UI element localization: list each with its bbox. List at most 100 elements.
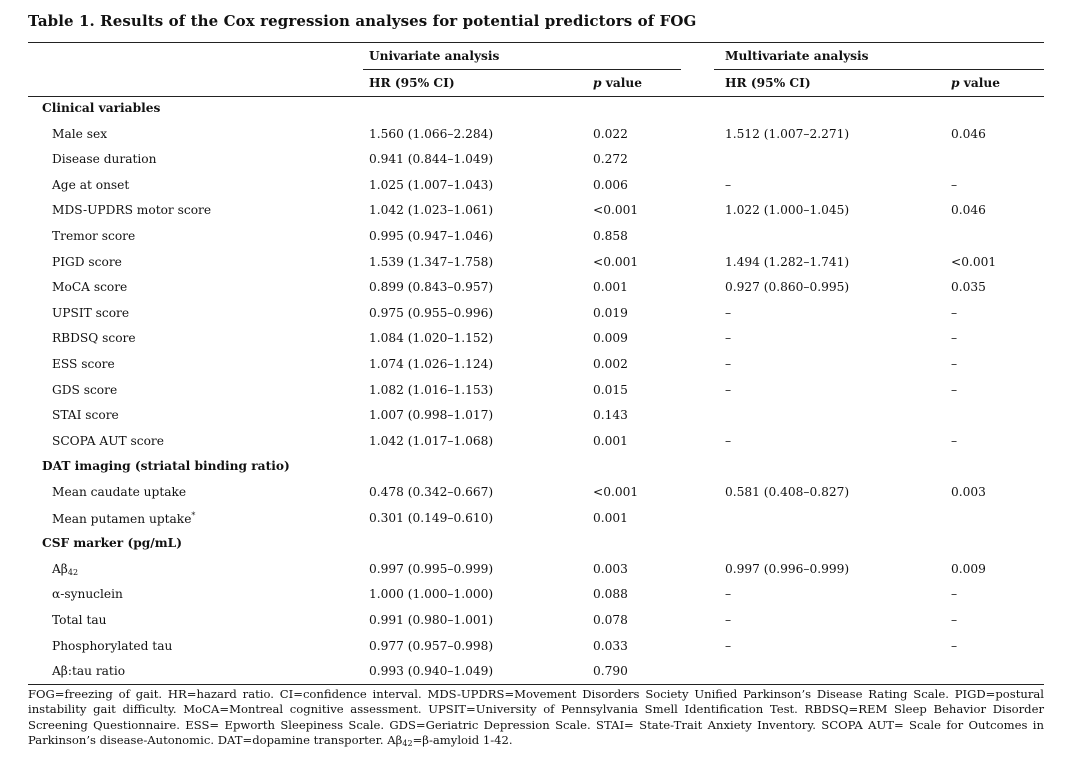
univariate-hr: 1.000 (1.000–1.000) — [369, 587, 494, 602]
table-row: Mean caudate uptake 0.478 (0.342–0.667) <0… — [28, 480, 1044, 506]
section-row: CSF marker (pg/mL) — [28, 531, 1044, 557]
univariate-hr: 0.977 (0.957–0.998) — [369, 638, 494, 653]
section-label: Clinical variables — [42, 101, 161, 115]
multivariate-p: 0.003 — [951, 485, 986, 499]
univariate-p: 0.143 — [593, 408, 628, 423]
section-row: Clinical variables — [28, 96, 1044, 122]
multivariate-p: – — [951, 331, 958, 346]
table-row: STAI score 1.007 (0.998–1.017) 0.143 — [28, 403, 1044, 429]
multivariate-p: 0.035 — [951, 280, 986, 295]
multivariate-hr: – — [725, 382, 732, 397]
multivariate-p: <0.001 — [951, 254, 997, 269]
multivariate-p: 0.009 — [951, 561, 986, 576]
multivariate-hr-header: HR (95% CI) — [725, 76, 811, 90]
table-row: Tremor score 0.995 (0.947–1.046) 0.858 — [28, 224, 1044, 250]
table-row: Phosphorylated tau 0.977 (0.957–0.998) 0.0… — [28, 634, 1044, 660]
multivariate-hr: 0.581 (0.408–0.827) — [725, 485, 850, 499]
univariate-hr: 0.301 (0.149–0.610) — [369, 510, 494, 525]
univariate-hr: 0.991 (0.980–1.001) — [369, 613, 494, 627]
table-row: Aβ42 0.997 (0.995–0.999) 0.003 0.997 (0.996… — [28, 557, 1044, 583]
univariate-hr: 0.975 (0.955–0.996) — [369, 305, 494, 320]
multivariate-hr: 0.927 (0.860–0.995) — [725, 280, 850, 295]
table-title: Table 1. Results of the Cox regression a… — [28, 12, 697, 30]
univariate-p: 0.272 — [593, 152, 628, 167]
multivariate-hr: 1.494 (1.282–1.741) — [725, 254, 850, 269]
multivariate-hr: – — [725, 357, 732, 371]
section-row: DAT imaging (striatal binding ratio) — [28, 454, 1044, 480]
univariate-hr: 1.560 (1.066–2.284) — [369, 126, 494, 141]
multivariate-hr: – — [725, 331, 732, 346]
predictor-label: MoCA score — [52, 280, 128, 295]
univariate-p: 0.001 — [593, 510, 628, 525]
multivariate-hr: – — [725, 638, 732, 653]
univariate-hr: 0.941 (0.844–1.049) — [369, 152, 494, 167]
univariate-hr: 1.074 (1.026–1.124) — [369, 357, 494, 371]
univariate-p: 0.001 — [593, 280, 628, 295]
univariate-hr: 1.042 (1.023–1.061) — [369, 203, 494, 218]
univariate-hr: 1.025 (1.007–1.043) — [369, 177, 494, 192]
multivariate-p: 0.046 — [951, 126, 986, 141]
section-label: CSF marker (pg/mL) — [42, 536, 182, 551]
multivariate-p: – — [951, 613, 958, 627]
univariate-p: 0.022 — [593, 126, 628, 141]
multivariate-p: – — [951, 382, 958, 397]
univariate-hr: 0.899 (0.843–0.957) — [369, 280, 494, 295]
univariate-hr: 0.993 (0.940–1.049) — [369, 664, 494, 679]
section-label: DAT imaging (striatal binding ratio) — [42, 459, 290, 474]
univariate-underline — [363, 69, 681, 70]
table-row: GDS score 1.082 (1.016–1.153) 0.015 – – — [28, 378, 1044, 404]
univariate-hr-header: HR (95% CI) — [369, 76, 455, 90]
table-row: PIGD score 1.539 (1.347–1.758) <0.001 1.494… — [28, 250, 1044, 276]
table-row: Age at onset 1.025 (1.007–1.043) 0.006 – – — [28, 173, 1044, 199]
predictor-label: Mean putamen uptake* — [52, 510, 196, 526]
univariate-hr: 0.997 (0.995–0.999) — [369, 561, 494, 576]
predictor-label: SCOPA AUT score — [52, 433, 164, 448]
predictor-label: Mean caudate uptake — [52, 485, 187, 499]
univariate-hr: 1.539 (1.347–1.758) — [369, 254, 494, 269]
header-rule — [28, 96, 1044, 97]
univariate-p: 0.858 — [593, 229, 628, 243]
multivariate-p: – — [951, 305, 958, 320]
multivariate-hr: 1.022 (1.000–1.045) — [725, 203, 850, 218]
predictor-label: Male sex — [52, 126, 108, 141]
table-row: Male sex 1.560 (1.066–2.284) 0.022 1.512 (1… — [28, 122, 1044, 148]
predictor-label: Tremor score — [52, 229, 136, 243]
multivariate-p-header: p value — [951, 76, 1000, 90]
predictor-label: Phosphorylated tau — [52, 638, 173, 653]
multivariate-hr: – — [725, 613, 732, 627]
multivariate-p: – — [951, 433, 958, 448]
predictor-label: PIGD score — [52, 254, 122, 269]
predictor-label: Total tau — [52, 613, 107, 627]
predictor-label: Aβ:tau ratio — [52, 664, 126, 679]
multivariate-hr: 1.512 (1.007–2.271) — [725, 126, 850, 141]
table-row: SCOPA AUT score 1.042 (1.017–1.068) 0.001 –… — [28, 429, 1044, 455]
bottom-rule — [28, 684, 1044, 685]
table-row: RBDSQ score 1.084 (1.020–1.152) 0.009 – – — [28, 326, 1044, 352]
univariate-p: 0.001 — [593, 433, 628, 448]
multivariate-hr: – — [725, 587, 732, 602]
multivariate-p: – — [951, 177, 958, 192]
predictor-label: STAI score — [52, 408, 119, 423]
table-row: UPSIT score 0.975 (0.955–0.996) 0.019 – – — [28, 301, 1044, 327]
univariate-p-header: p value — [593, 76, 642, 90]
multivariate-p: – — [951, 638, 958, 653]
univariate-p: 0.002 — [593, 357, 628, 371]
predictor-label: Aβ42 — [52, 561, 79, 577]
table-row: MoCA score 0.899 (0.843–0.957) 0.001 0.927 … — [28, 275, 1044, 301]
univariate-p: 0.006 — [593, 177, 628, 192]
predictor-label: ESS score — [52, 357, 115, 371]
predictor-label: α-synuclein — [52, 587, 123, 602]
univariate-hr: 1.042 (1.017–1.068) — [369, 433, 494, 448]
table-row: MDS-UPDRS motor score 1.042 (1.023–1.061)… — [28, 198, 1044, 224]
univariate-p: 0.009 — [593, 331, 628, 346]
table-footnote: FOG=freezing of gait. HR=hazard ratio. C… — [28, 687, 1044, 749]
predictor-label: RBDSQ score — [52, 331, 136, 346]
table-row: ESS score 1.074 (1.026–1.124) 0.002 – – — [28, 352, 1044, 378]
table-row: Aβ:tau ratio 0.993 (0.940–1.049) 0.790 — [28, 659, 1044, 685]
predictor-label: GDS score — [52, 382, 118, 397]
univariate-p: 0.790 — [593, 664, 628, 679]
univariate-hr: 1.084 (1.020–1.152) — [369, 331, 494, 346]
multivariate-p: 0.046 — [951, 203, 986, 218]
table-row: Disease duration 0.941 (0.844–1.049) 0.272 — [28, 147, 1044, 173]
univariate-hr: 1.082 (1.016–1.153) — [369, 382, 494, 397]
